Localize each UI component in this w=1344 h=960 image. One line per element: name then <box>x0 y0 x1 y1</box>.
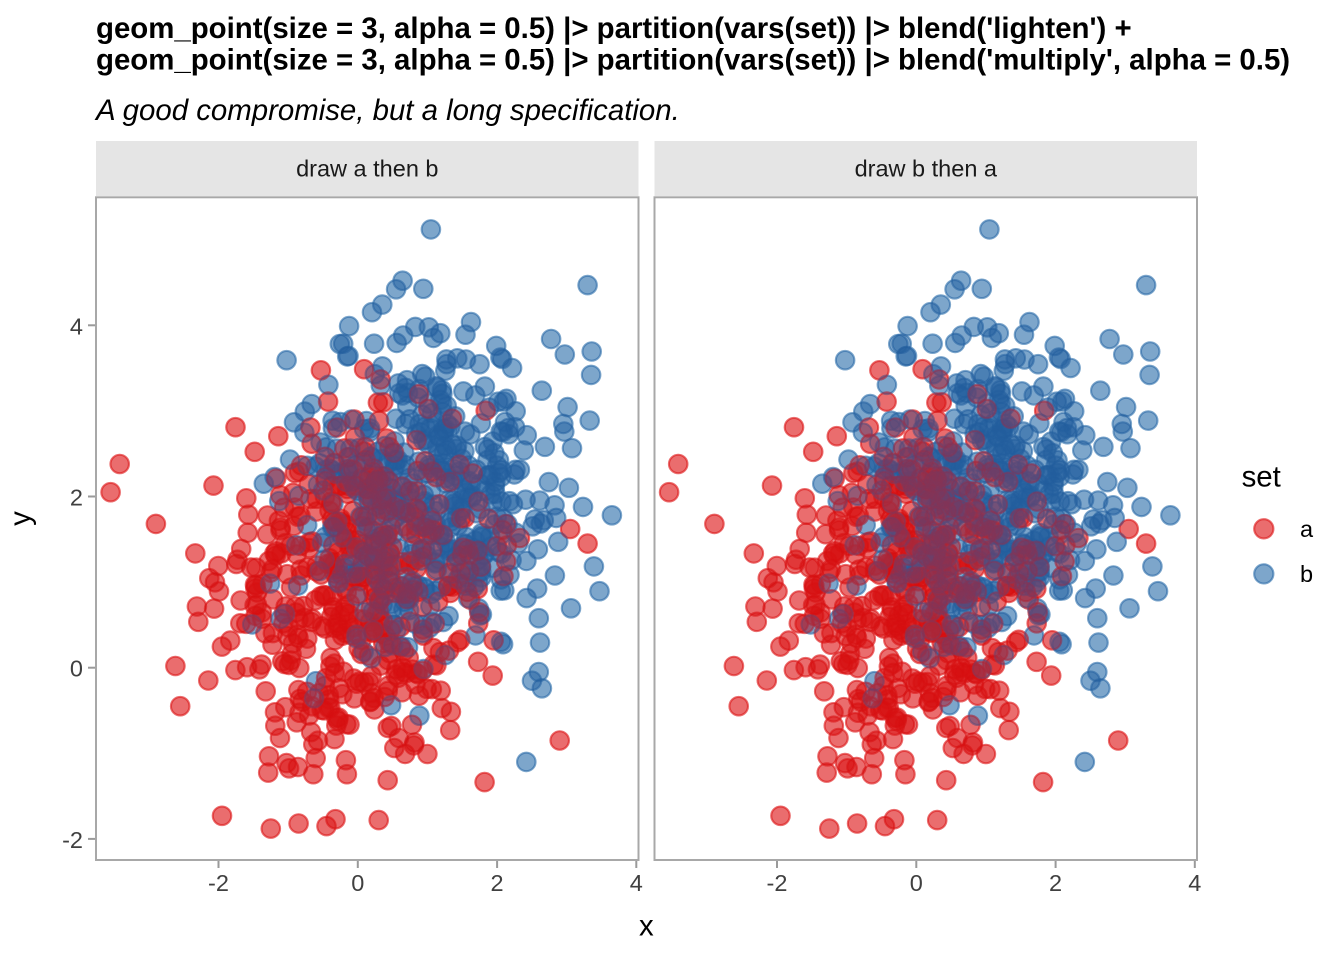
svg-text:0: 0 <box>70 656 83 682</box>
svg-text:-2: -2 <box>208 870 229 896</box>
svg-text:y: y <box>4 511 37 526</box>
svg-text:0: 0 <box>910 870 923 896</box>
svg-text:geom_point(size = 3, alpha = 0: geom_point(size = 3, alpha = 0.5) |> par… <box>96 12 1132 45</box>
svg-text:4: 4 <box>630 870 643 896</box>
svg-text:2: 2 <box>70 485 83 511</box>
svg-text:A good compromise, but a long: A good compromise, but a long specificat… <box>94 94 680 127</box>
svg-text:4: 4 <box>70 313 83 339</box>
svg-text:x: x <box>639 910 654 943</box>
svg-text:0: 0 <box>351 870 364 896</box>
svg-text:4: 4 <box>1188 870 1201 896</box>
svg-text:geom_point(size = 3, alpha = 0: geom_point(size = 3, alpha = 0.5) |> par… <box>96 44 1290 77</box>
svg-text:a: a <box>1300 516 1314 542</box>
svg-text:set: set <box>1242 460 1281 493</box>
svg-text:draw a then b: draw a then b <box>296 156 438 182</box>
svg-text:-2: -2 <box>62 827 83 853</box>
svg-text:-2: -2 <box>767 870 788 896</box>
svg-text:b: b <box>1300 561 1313 587</box>
svg-text:draw b then a: draw b then a <box>855 156 998 182</box>
svg-text:2: 2 <box>491 870 504 896</box>
svg-text:2: 2 <box>1049 870 1062 896</box>
